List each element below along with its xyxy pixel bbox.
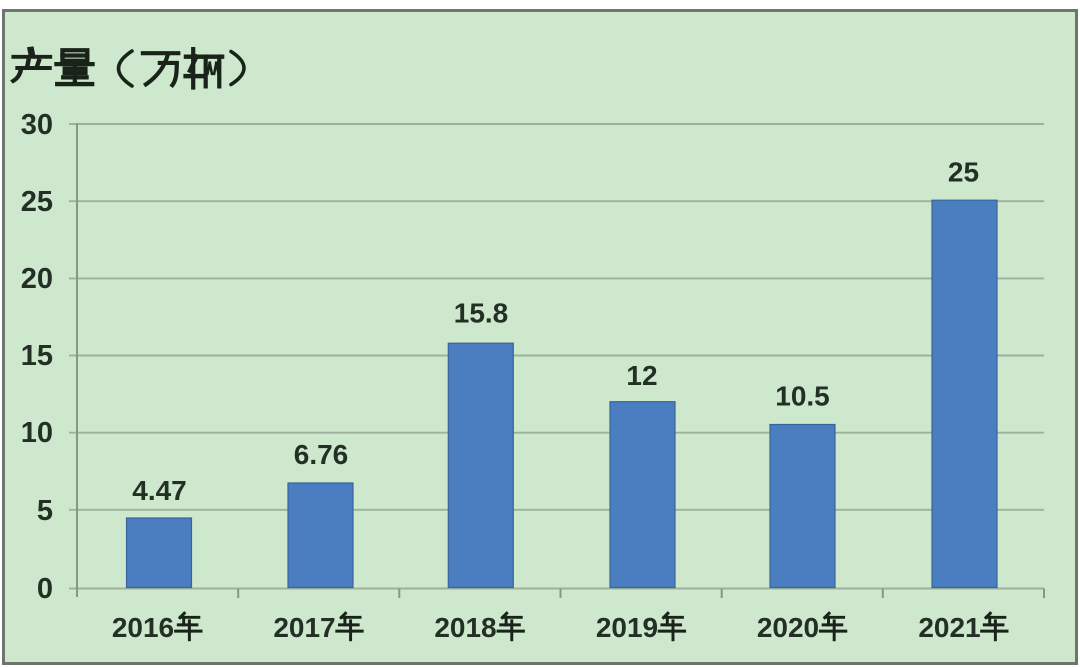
svg-text:2021: 2021	[918, 612, 980, 643]
svg-text:2016: 2016	[112, 612, 174, 643]
svg-text:20: 20	[21, 263, 53, 295]
svg-text:10: 10	[21, 417, 53, 449]
svg-text:4.47: 4.47	[132, 475, 187, 506]
svg-text:15.8: 15.8	[454, 298, 509, 329]
svg-text:25: 25	[948, 157, 979, 188]
svg-text:15: 15	[21, 340, 53, 372]
svg-text:2020: 2020	[757, 612, 819, 643]
svg-text:12: 12	[626, 360, 657, 391]
svg-text:25: 25	[21, 186, 53, 218]
svg-text:30: 30	[21, 109, 53, 141]
svg-text:0: 0	[37, 573, 53, 605]
svg-text:6.76: 6.76	[294, 439, 349, 470]
svg-text:10.5: 10.5	[775, 381, 830, 412]
svg-text:2019: 2019	[596, 612, 658, 643]
svg-text:2018: 2018	[434, 612, 496, 643]
svg-text:2017: 2017	[273, 612, 335, 643]
svg-text:5: 5	[37, 495, 53, 527]
